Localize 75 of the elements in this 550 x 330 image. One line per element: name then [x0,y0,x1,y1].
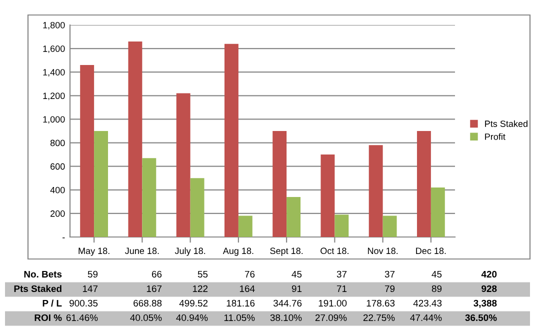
bar [286,196,301,237]
text: 36.50% [465,314,497,322]
text: 668.88 [134,300,162,307]
bar [128,41,142,237]
x-tick-label: Dec 18. [416,248,446,254]
x-tick-label: May 18. [78,248,110,256]
text: 181.16 [226,300,255,307]
text: Pts Staked [14,285,62,292]
text: 59 [88,270,98,278]
bar [430,188,445,237]
y-tick-label: 1,800 [43,22,65,30]
text: 79 [384,285,395,292]
text: 167 [146,285,162,292]
text: 40.05% [130,314,162,322]
text: No. Bets [24,270,62,278]
y-tick-label: 1,000 [43,116,65,124]
text: 178.63 [366,300,395,307]
x-tick-label: July 18. [174,247,206,256]
legend-label: Profit [485,133,506,140]
text: 37 [336,270,347,278]
bar [368,145,383,237]
text: 27.09% [315,314,347,322]
bar [320,154,335,237]
text: ROI % [34,314,62,322]
text: 344.76 [273,300,302,307]
text: 11.05% [224,314,255,322]
text: 423.43 [413,300,442,307]
x-tick-label: Nov 18. [368,248,398,254]
text: 76 [244,270,255,278]
y-tick-label: 1,400 [43,69,65,77]
bar [94,131,108,237]
bar [238,216,252,237]
text: 91 [292,285,302,292]
text: 147 [82,285,98,292]
text: 928 [482,285,497,292]
text: P / L [42,300,62,307]
y-tick-label: 200 [50,210,65,217]
text: 55 [198,270,208,278]
text: 420 [481,270,497,278]
text: 45 [432,270,442,278]
bar [190,178,204,237]
text: 66 [152,270,162,278]
bar [142,158,156,237]
bar [334,214,349,237]
text: 499.52 [179,300,208,307]
x-tick-label: Aug 18. [222,248,254,256]
text: 38.10% [270,314,302,322]
bar [272,131,287,237]
text: 22.75% [363,314,395,322]
bar [80,65,94,237]
text: 61.46% [66,314,98,322]
y-tick-label: 1,600 [43,46,65,53]
text: 37 [384,270,395,278]
text: 45 [292,270,302,278]
bar [176,93,190,237]
text: 3,388 [474,300,497,308]
text: 164 [240,285,255,292]
bar [416,131,431,237]
text: 122 [192,285,208,292]
y-tick-label: 800 [50,140,65,146]
text: 89 [432,285,442,292]
text: 40.94% [176,314,208,322]
x-tick-label: June 18. [125,248,159,254]
bar [382,216,397,237]
text: 71 [336,285,347,292]
bar [224,44,238,237]
x-tick-label: Oct 18. [320,248,348,254]
text: 47.44% [410,314,442,321]
text: 191.00 [318,300,347,307]
text: 900.35 [70,300,98,307]
x-tick-label: Sept 18. [270,248,303,256]
y-tick-label: 400 [50,186,65,194]
legend-label: Pts Staked [485,120,528,127]
y-tick-label: 1,200 [43,92,65,100]
y-tick-label: 600 [50,163,65,170]
